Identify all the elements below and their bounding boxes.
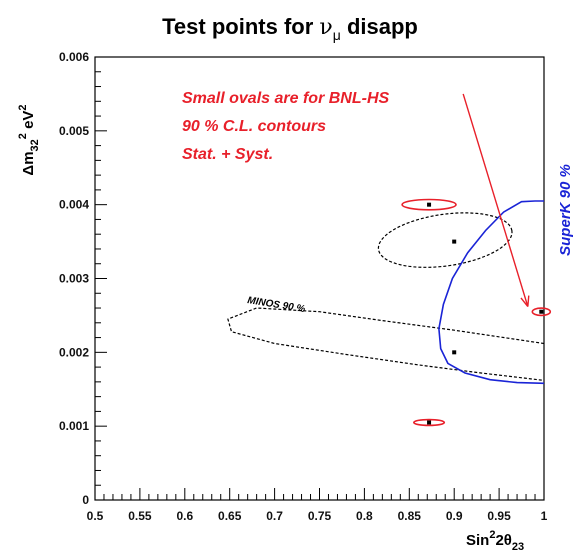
x-tick-label: 0.7 xyxy=(266,509,283,523)
y-label-sup: 2 xyxy=(17,133,29,139)
x-tick-label: 0.85 xyxy=(398,509,422,523)
annotation-line-2: 90 % C.L. contours xyxy=(182,118,326,135)
x-tick-label: 0.8 xyxy=(356,509,373,523)
bnl-contour xyxy=(412,418,446,427)
test-point xyxy=(427,202,432,207)
x-tick-label: 1 xyxy=(541,509,548,523)
title-main: Test points for xyxy=(162,14,319,39)
x-tick-label: 0.9 xyxy=(446,509,463,523)
arrow-head xyxy=(520,295,530,307)
x-label-mid: 2θ xyxy=(495,532,511,549)
minos-contours xyxy=(227,212,545,381)
minos-contour xyxy=(227,307,545,381)
arrow-shaft xyxy=(462,93,529,307)
y-tick-label: 0.005 xyxy=(59,124,89,138)
y-tick-label: 0.002 xyxy=(59,345,89,359)
bnl-contours xyxy=(401,198,552,427)
y-tick-label: 0.001 xyxy=(59,419,89,433)
bnl-contour xyxy=(531,307,552,317)
test-point xyxy=(452,239,457,244)
x-tick-label: 0.95 xyxy=(487,509,511,523)
superk-label: SuperK 90 % xyxy=(557,164,574,256)
y-label-pre: Δm xyxy=(20,151,37,175)
x-axis-label: Sin22θ23 xyxy=(466,529,524,553)
y-tick-label: 0.006 xyxy=(59,50,89,64)
x-label-sub: 23 xyxy=(512,541,524,553)
x-tick-label: 0.75 xyxy=(308,509,332,523)
y-label-post: eV xyxy=(20,111,37,134)
superk-contour xyxy=(438,200,545,385)
x-axis-ticks: 0.5 0.55 0.6 0.65 0.7 0.75 0.8 0.85 0.9 0.95 1 xyxy=(87,488,548,523)
x-label-sup: 2 xyxy=(489,529,495,541)
test-point xyxy=(452,350,457,355)
superk-curve xyxy=(438,200,545,385)
x-tick-label: 0.55 xyxy=(128,509,152,523)
x-tick-label: 0.65 xyxy=(218,509,242,523)
x-tick-label: 0.6 xyxy=(176,509,193,523)
title-tail: disapp xyxy=(341,14,418,39)
minos-label: MINOS 90 % xyxy=(247,295,306,315)
minos-contour xyxy=(377,212,513,268)
y-label-sub: 32 xyxy=(29,139,41,151)
svg-text:Test points for νμ disapp: Test points for νμ disapp xyxy=(162,14,418,43)
test-point xyxy=(427,420,432,425)
chart-title: Test points for νμ disapp xyxy=(162,14,418,43)
bnl-contour xyxy=(401,198,457,211)
y-label-sup2: 2 xyxy=(17,104,29,110)
y-tick-label: 0.004 xyxy=(59,198,89,212)
title-nu: ν xyxy=(319,15,332,40)
annotation-arrow xyxy=(462,93,530,307)
annotation-line-1: Small ovals are for BNL-HS xyxy=(182,90,390,107)
y-tick-label: 0 xyxy=(82,493,89,507)
test-points xyxy=(427,202,544,425)
test-point xyxy=(539,309,544,314)
annotation-block: Small ovals are for BNL-HS 90 % C.L. con… xyxy=(182,90,390,163)
annotation-line-3: Stat. + Syst. xyxy=(182,146,273,163)
y-tick-label: 0.003 xyxy=(59,272,89,286)
x-tick-label: 0.5 xyxy=(87,509,104,523)
title-mu: μ xyxy=(333,27,341,43)
x-label-base: Sin xyxy=(466,532,489,549)
y-axis-label: Δm322 eV2 xyxy=(17,104,41,175)
y-axis-ticks: 0 0.001 0.002 0.003 0.004 0.005 0.006 xyxy=(59,50,107,507)
